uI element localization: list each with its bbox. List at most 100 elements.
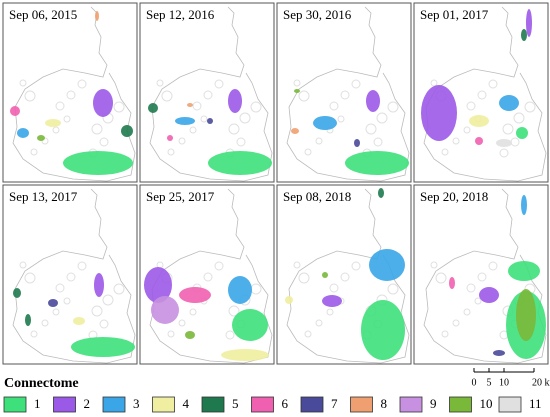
connectome-patch [285,296,293,304]
legend-swatch [498,396,522,413]
background-patch [99,137,109,147]
background-patch [52,308,60,316]
panel-frame [2,2,138,183]
connectome-patch [322,272,328,278]
legend-swatch [350,396,373,413]
background-patch [250,101,262,113]
connectome-patch [208,151,272,175]
background-patch [178,137,186,145]
background-patch [161,90,173,102]
connectome-patch [185,331,195,339]
background-patch [91,305,103,317]
background-patch [30,148,38,156]
connectome-patch [421,85,457,141]
connectome-patch [25,314,31,326]
panel-title: Sep 30, 2016 [283,7,352,22]
background-patch [315,137,323,145]
background-patch [373,137,383,147]
connectome-patch [228,89,242,113]
background-patch [63,115,71,123]
connectome-patch [179,287,211,303]
legend-label: 1 [34,396,41,411]
background-patch [499,148,509,158]
legend-swatch [300,396,324,413]
connectome-patch [369,249,405,281]
background-patch [225,330,235,340]
background-patch [524,101,536,113]
connectome-patch [475,137,483,145]
background-patch [41,319,49,327]
connectome-patch [10,106,20,116]
background-patch [236,137,246,147]
connectome-patch [207,118,213,124]
legend-label: 2 [84,396,91,411]
panel-title: Sep 12, 2016 [146,7,215,22]
connectome-patch [479,287,499,303]
background-patch [63,297,71,305]
background-patch [304,148,312,156]
panel-title: Sep 01, 2017 [420,7,489,22]
background-patch [298,272,310,284]
background-patch [452,137,460,145]
connectome-patch [93,89,113,117]
background-patch [178,319,186,327]
background-patch [452,319,460,327]
legend-label: 11 [529,396,542,411]
background-patch [365,123,377,135]
background-patch [502,123,514,135]
background-patch [189,308,197,316]
background-patch [91,123,103,135]
legend-label: 8 [381,396,388,411]
background-patch [203,90,213,100]
background-patch [66,90,76,100]
map-panel: Sep 30, 2016 [276,2,412,183]
background-patch [167,148,175,156]
background-patch [24,90,36,102]
background-patch [387,283,399,295]
background-patch [326,308,334,316]
connectome-patch [221,349,269,361]
connectome-patch [148,103,158,113]
connectome-patch [378,188,384,198]
background-patch [55,283,65,293]
connectome-patch [354,139,360,147]
background-patch [66,272,76,282]
map-panel: Sep 06, 2015 [2,2,138,183]
legend-swatch [251,396,274,413]
connectome-patch [496,139,512,147]
background-patch [293,79,301,87]
scale-bar: 0 5 10 20 km [472,368,550,388]
connectome-patch [322,295,342,307]
background-patch [304,330,312,338]
background-patch [329,101,339,111]
connectome-patch [167,135,173,141]
connectome-patch [232,309,268,341]
background-patch [24,272,36,284]
connectome-patch [37,135,45,141]
background-patch [463,126,471,134]
background-patch [203,272,213,282]
connectome-patch [144,267,172,303]
connectome-patch [526,9,532,37]
legend-label: 9 [430,396,437,411]
background-patch [99,319,109,329]
background-patch [488,261,498,271]
legend-label: 6 [282,396,289,411]
map-panel: Sep 13, 2017 [2,184,138,365]
connectome-patch [469,115,489,127]
background-patch [430,261,438,269]
connectome-patch [521,195,527,215]
connectome-patch [187,103,193,107]
background-patch [52,126,60,134]
background-patch [340,272,350,282]
connectome-patch [521,29,527,41]
scale-label: 20 km [532,377,550,388]
panel-title: Sep 20, 2018 [420,189,488,204]
connectome-patch [17,128,29,138]
legend-label: 5 [232,396,239,411]
background-patch [77,79,87,89]
map-panel: Sep 01, 2017 [413,2,549,183]
background-patch [430,79,438,87]
connectome-patch [516,127,528,139]
